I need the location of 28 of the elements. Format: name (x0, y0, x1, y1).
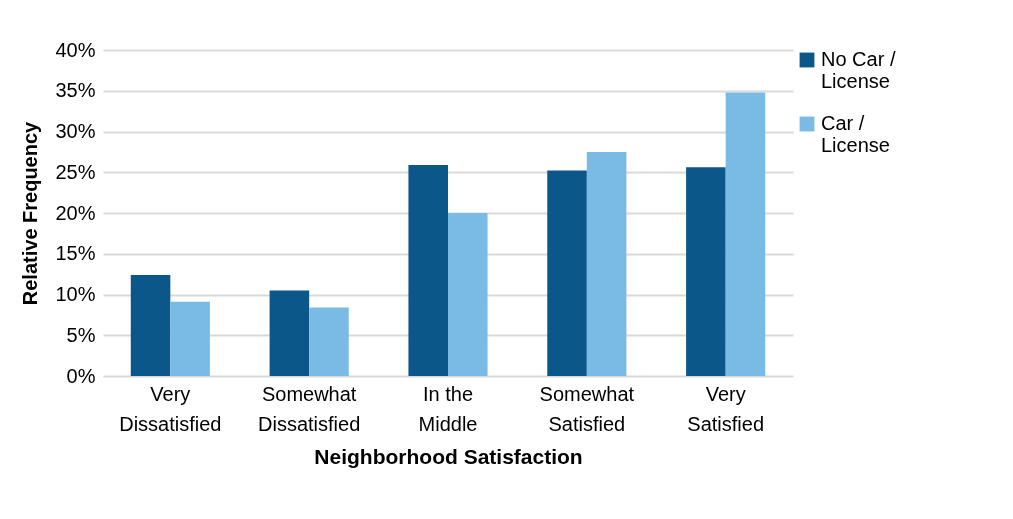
y-tick-label: 25% (55, 160, 96, 183)
x-tick-label: Somewhat Satisfied (539, 382, 635, 435)
x-tick-label: Very Dissatisfied (119, 382, 222, 435)
bar (269, 290, 310, 376)
bar (170, 301, 210, 376)
x-axis-title: Neighborhood Satisfaction (314, 444, 583, 468)
y-tick-label: 5% (66, 323, 96, 346)
y-tick-label: 35% (55, 79, 96, 102)
y-tick-label: 15% (55, 242, 96, 265)
legend-label: No Car / License (821, 48, 896, 92)
bar (408, 164, 448, 376)
y-tick-label: 40% (55, 38, 96, 61)
y-tick-label: 10% (55, 283, 96, 305)
x-tick-label: In the Middle (418, 382, 478, 435)
x-tick-label: Somewhat Dissatisfied (258, 382, 361, 435)
legend-label: Car / License (821, 112, 890, 156)
bar (309, 307, 349, 376)
bar (725, 92, 766, 376)
bar (547, 170, 587, 376)
y-tick-label: 30% (55, 120, 96, 142)
bar (586, 151, 627, 376)
x-tick-label: Very Satisfied (687, 382, 765, 435)
bar (130, 274, 171, 376)
y-tick-label: 0% (66, 364, 96, 387)
y-tick-label: 20% (55, 201, 96, 224)
bar (686, 167, 726, 376)
bar (448, 213, 488, 376)
y-axis-title: Relative Frequency (19, 120, 42, 306)
